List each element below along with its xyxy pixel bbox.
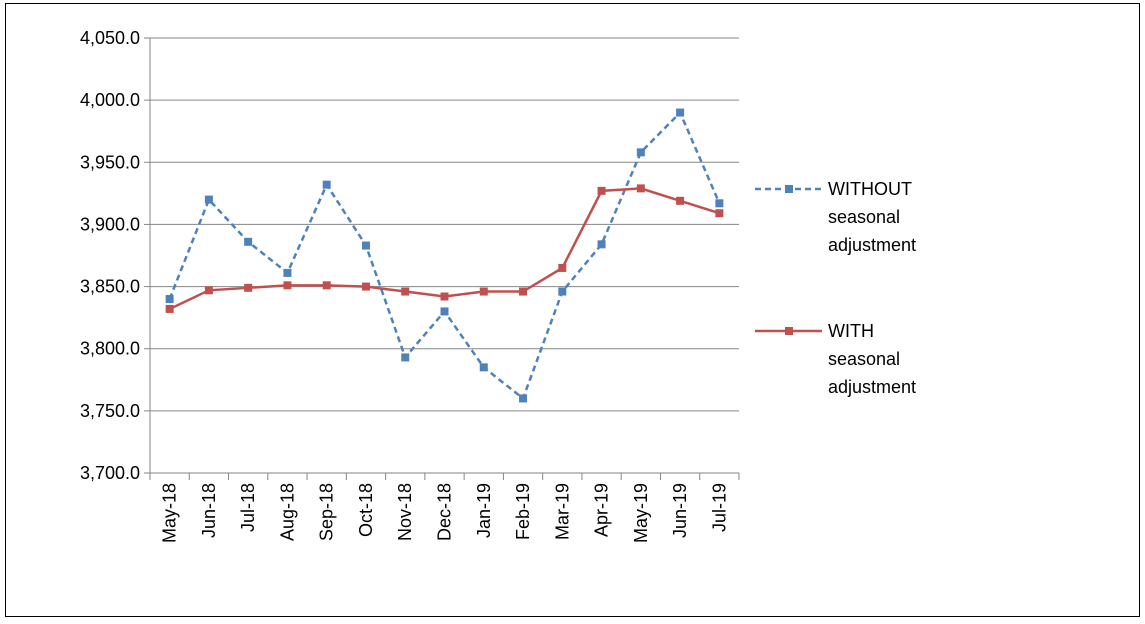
data-point (479, 287, 488, 296)
y-tick-label: 3,750.0 (80, 401, 140, 421)
data-point (165, 304, 174, 313)
data-point (440, 292, 449, 301)
y-tick-label: 4,050.0 (80, 28, 140, 48)
x-tick-label: Jun-19 (670, 483, 690, 538)
chart-border (5, 3, 1140, 617)
data-point (597, 186, 606, 195)
y-tick-label: 3,800.0 (80, 339, 140, 359)
x-tick-label: Jun-18 (199, 483, 219, 538)
data-point (401, 353, 410, 362)
data-point (361, 241, 370, 250)
x-tick-label: May-18 (160, 483, 180, 543)
data-point (597, 240, 606, 249)
legend-marker (785, 185, 793, 193)
x-tick-label: May-19 (631, 483, 651, 543)
data-point (204, 195, 213, 204)
x-tick-label: Jul-18 (238, 483, 258, 532)
data-point (715, 209, 724, 218)
x-tick-label: Sep-18 (317, 483, 337, 541)
data-point (204, 286, 213, 295)
legend-label: WITHOUT seasonal adjustment (828, 179, 916, 255)
data-point (440, 307, 449, 316)
data-point (676, 196, 685, 205)
data-point (676, 108, 685, 117)
data-point (558, 263, 567, 272)
data-point (244, 283, 253, 292)
data-point (322, 281, 331, 290)
x-tick-label: Jan-19 (474, 483, 494, 538)
data-point (283, 281, 292, 290)
x-tick-label: Aug-18 (277, 483, 297, 541)
data-point (715, 199, 724, 208)
data-point (165, 295, 174, 303)
x-tick-label: Dec-18 (435, 483, 455, 541)
y-tick-label: 3,700.0 (80, 463, 140, 483)
data-point (636, 184, 645, 193)
y-tick-label: 3,950.0 (80, 152, 140, 172)
x-tick-label: Oct-18 (356, 483, 376, 537)
data-point (244, 237, 253, 246)
data-point (401, 287, 410, 296)
data-point (322, 180, 331, 189)
data-point (283, 268, 292, 277)
data-point (479, 363, 488, 372)
data-point (519, 287, 528, 296)
x-tick-label: Nov-18 (395, 483, 415, 541)
data-point (519, 394, 528, 403)
y-tick-label: 3,900.0 (80, 214, 140, 234)
data-point (361, 282, 370, 291)
x-tick-label: Jul-19 (709, 483, 729, 532)
data-point (558, 287, 567, 296)
legend-label: WITH seasonal adjustment (828, 321, 916, 397)
data-point (636, 148, 645, 157)
x-tick-label: Mar-19 (552, 483, 572, 540)
y-tick-label: 4,000.0 (80, 90, 140, 110)
legend-marker (785, 327, 793, 335)
x-tick-label: Feb-19 (513, 483, 533, 540)
y-tick-label: 3,850.0 (80, 277, 140, 297)
x-tick-label: Apr-19 (592, 483, 612, 537)
